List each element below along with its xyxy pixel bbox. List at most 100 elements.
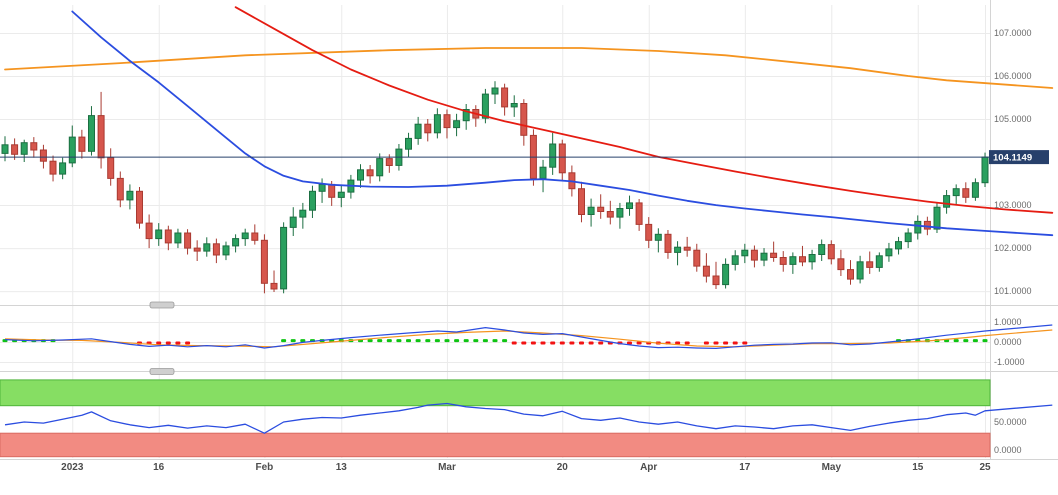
candle xyxy=(357,164,364,188)
candle xyxy=(827,240,835,265)
candle xyxy=(405,132,412,157)
price-axis-label: 106.0000 xyxy=(994,71,1032,81)
candle xyxy=(683,236,691,257)
candle xyxy=(731,250,739,271)
ma-fast-line xyxy=(71,10,1054,237)
macd-dash xyxy=(723,341,729,345)
time-axis-label: 13 xyxy=(336,462,348,473)
candle-body xyxy=(770,252,778,258)
macd-dash xyxy=(559,341,565,345)
time-axis-label: Mar xyxy=(438,462,456,473)
candle xyxy=(280,222,288,294)
macd-dash xyxy=(482,339,488,343)
candle xyxy=(212,238,220,264)
macd-line xyxy=(4,324,1053,349)
ma-slow-line xyxy=(4,47,1054,89)
candle xyxy=(818,239,826,261)
candle-body xyxy=(626,202,633,209)
candle xyxy=(587,198,595,227)
candle-body xyxy=(645,223,653,241)
candle xyxy=(433,108,441,139)
candle-body xyxy=(366,169,374,177)
candle-body xyxy=(145,222,153,240)
candle xyxy=(174,228,182,249)
candle-body xyxy=(385,158,393,167)
macd-dash-segment-red xyxy=(511,341,690,345)
macd-dash xyxy=(377,339,383,343)
candle xyxy=(779,251,787,272)
oscillator-overbought-band xyxy=(0,379,991,407)
candle-body xyxy=(981,156,989,184)
candle-body xyxy=(616,208,624,218)
macd-dash xyxy=(684,341,690,345)
time-axis-label: 20 xyxy=(557,462,569,473)
candle xyxy=(702,253,710,283)
candle xyxy=(260,234,268,294)
time-axis-label: 16 xyxy=(153,462,165,473)
time-axis-label: May xyxy=(822,462,842,473)
candle xyxy=(424,119,432,142)
macd-dash xyxy=(434,339,440,343)
candle xyxy=(366,165,374,184)
macd-dash xyxy=(290,339,296,343)
candle xyxy=(376,153,384,182)
candle-body xyxy=(376,158,384,177)
candle xyxy=(136,187,143,229)
macd-dash-segment-red xyxy=(703,341,748,345)
candle xyxy=(664,230,672,259)
candle-body xyxy=(549,143,557,168)
candle-body xyxy=(501,87,509,108)
macd-dash xyxy=(569,341,575,345)
candle-body xyxy=(462,109,470,122)
candle xyxy=(337,185,345,208)
macd-dash xyxy=(386,339,392,343)
candle xyxy=(309,185,316,218)
candle-body xyxy=(107,157,115,179)
time-axis-label: 15 xyxy=(912,462,924,473)
candle xyxy=(501,83,509,116)
candle-body xyxy=(702,265,710,277)
macd-dash xyxy=(703,341,709,345)
panel-resize-handle[interactable] xyxy=(149,368,175,375)
macd-dash xyxy=(953,339,959,343)
candle xyxy=(674,241,682,266)
candle-body xyxy=(174,232,182,244)
time-axis-label: 2023 xyxy=(61,462,84,473)
candle-body xyxy=(424,123,432,134)
candle xyxy=(635,199,643,231)
candle xyxy=(578,181,585,223)
candle xyxy=(904,228,912,249)
candle xyxy=(847,260,854,285)
last-price-badge xyxy=(989,150,1049,165)
candle xyxy=(654,228,662,253)
candle xyxy=(981,152,989,187)
candle-body xyxy=(59,162,67,175)
macd-dash xyxy=(982,339,988,343)
candle xyxy=(741,243,749,264)
panel-resize-handle[interactable] xyxy=(149,301,175,309)
macd-dash xyxy=(185,341,191,345)
candle xyxy=(462,104,470,130)
macd-dash xyxy=(579,341,584,345)
price-axis-label: 107.0000 xyxy=(994,28,1032,38)
candle-body xyxy=(837,258,845,271)
oscillator-axis-label: 50.0000 xyxy=(994,417,1027,427)
candle xyxy=(616,202,624,229)
candle-body xyxy=(270,282,278,290)
candle-body xyxy=(971,182,979,198)
candle-body xyxy=(578,188,585,215)
candle xyxy=(97,91,105,169)
macd-dash xyxy=(511,341,517,345)
candle-body xyxy=(39,149,47,162)
candle xyxy=(453,113,461,137)
candle xyxy=(549,132,557,175)
time-axis-label: 25 xyxy=(979,462,991,473)
candle-body xyxy=(280,226,288,290)
price-axis-label: 101.0000 xyxy=(994,286,1032,296)
macd-dash xyxy=(415,339,421,343)
candle-body xyxy=(856,261,864,280)
candle xyxy=(155,223,163,246)
candle xyxy=(914,215,922,240)
